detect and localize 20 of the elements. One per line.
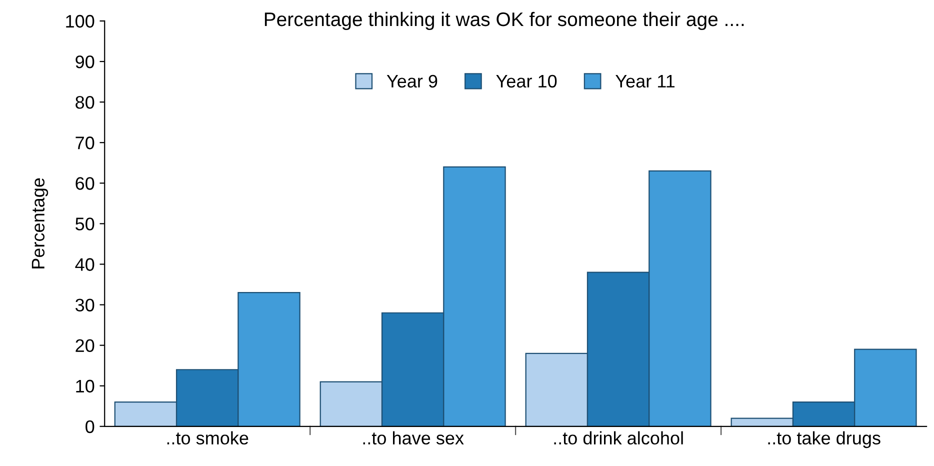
y-tick-label: 40 — [75, 258, 94, 271]
y-tick-label: 70 — [76, 136, 94, 150]
y-axis-title: Percentage — [32, 178, 48, 268]
x-tick-label: ..to take drugs — [768, 431, 880, 448]
x-tick-label: ..to smoke — [167, 431, 248, 445]
x-tick-label: ..to have sex — [363, 431, 464, 445]
y-tick-label: 100 — [66, 14, 94, 28]
legend-label: Year 10 — [496, 74, 557, 88]
y-tick-label: 10 — [76, 380, 94, 393]
x-tick-label: ..to drink alcohol — [554, 431, 683, 445]
y-tick-label: 0 — [86, 420, 94, 434]
legend-label: Year 9 — [386, 74, 438, 88]
y-tick-label: 60 — [76, 177, 94, 190]
y-tick-label: 50 — [76, 218, 94, 230]
chart-title: Percentage thinking it was OK for someone their age .... — [264, 12, 744, 30]
y-tick-label: 80 — [76, 96, 94, 109]
y-tick-label: 20 — [76, 339, 94, 352]
y-tick-label: 90 — [76, 55, 94, 68]
legend-label: Year 11 — [616, 75, 675, 88]
y-tick-label: 30 — [75, 298, 94, 312]
